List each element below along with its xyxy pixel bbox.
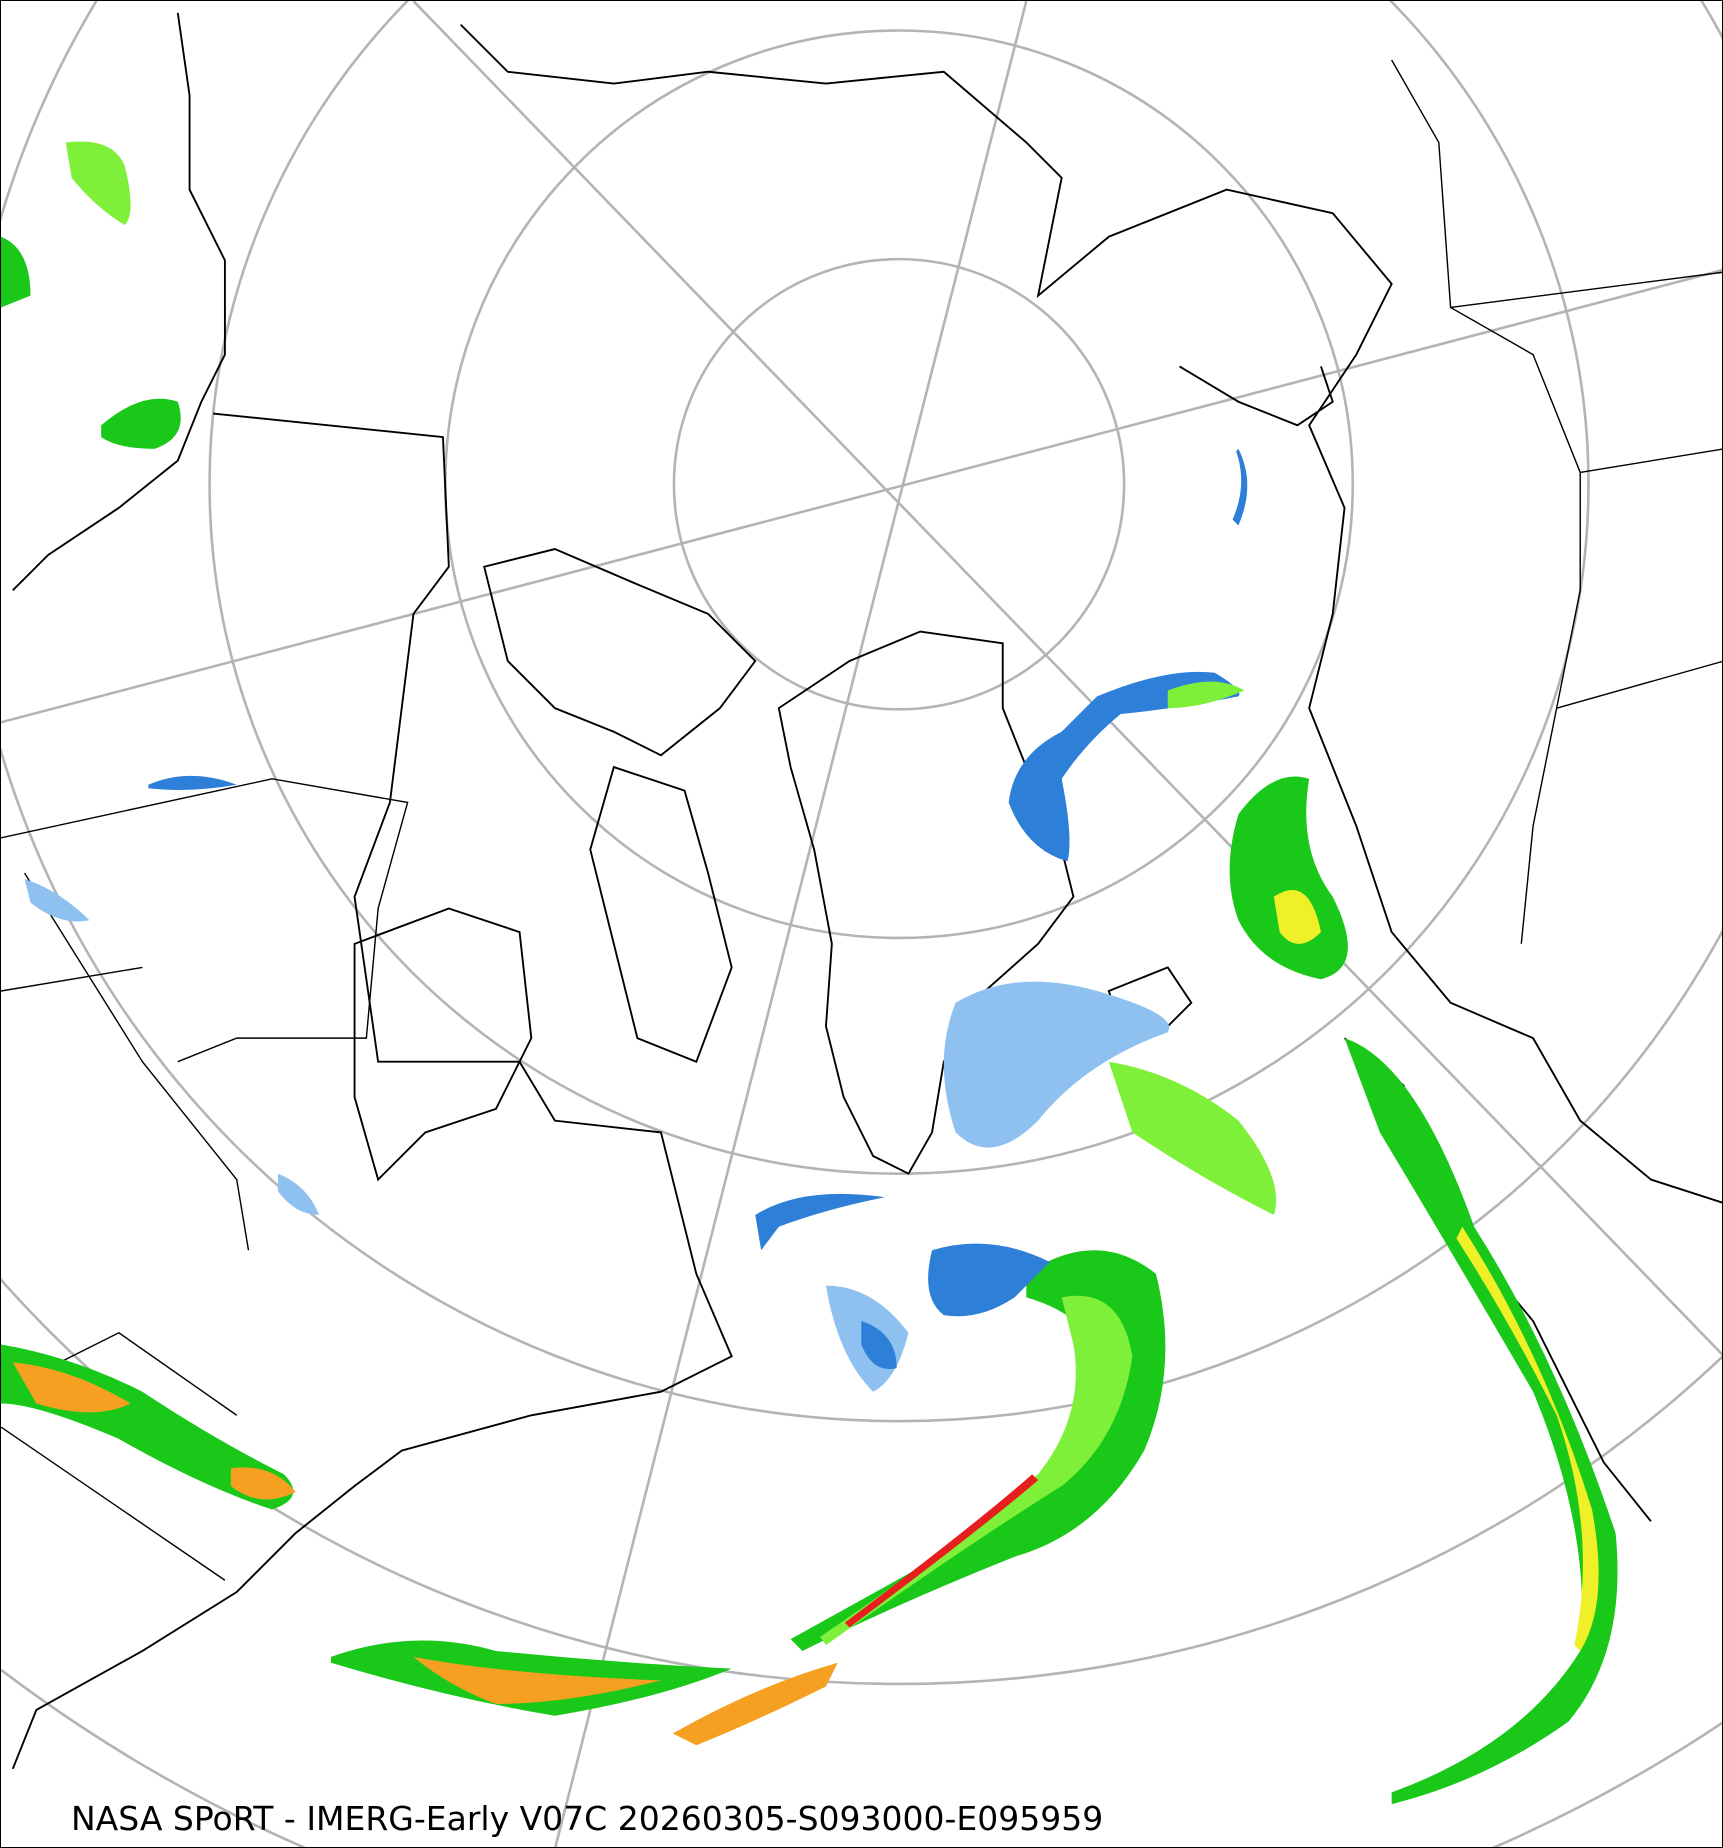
precip-band <box>820 1295 1133 1646</box>
europe-borders <box>1391 59 1722 944</box>
canada-borders <box>1 778 409 1581</box>
precip-cluster <box>65 141 131 225</box>
north-america-coast <box>11 412 733 1770</box>
novaya-zemlya <box>1179 365 1334 427</box>
precip-snow <box>928 1243 1050 1317</box>
greenland-outline <box>777 630 1075 1175</box>
precip-core <box>12 1362 131 1413</box>
precip-snow <box>24 879 90 922</box>
precipitation-layer <box>1 141 1618 1805</box>
latitude-circle <box>672 257 1126 711</box>
precip-band <box>672 1662 838 1746</box>
latitude-circle <box>208 1 1590 1175</box>
precip-cluster <box>1 236 31 308</box>
precip-band <box>1167 681 1245 709</box>
canadian-arctic-islands <box>483 548 757 1063</box>
meridian-line <box>412 1 1722 1357</box>
precip-core <box>413 1656 661 1705</box>
precip-core <box>230 1467 296 1500</box>
latitude-circle <box>444 29 1355 940</box>
precip-core <box>844 1474 1039 1628</box>
precip-snow <box>1232 448 1248 526</box>
latitude-circle <box>1 1277 1722 1685</box>
precip-snow <box>861 1320 897 1370</box>
latitude-circle <box>1 1 1722 1423</box>
precip-cluster <box>101 398 181 449</box>
precip-scattered <box>1108 1061 1277 1215</box>
meridian-line <box>1 268 1722 724</box>
precip-snow <box>943 981 1170 1148</box>
eurasia-coast <box>459 23 1722 1204</box>
precip-snow <box>277 1173 320 1215</box>
precip-snow <box>148 775 237 791</box>
coastlines <box>1 12 1722 1770</box>
precip-snow <box>1008 671 1240 862</box>
map-caption: NASA SPoRT - IMERG-Early V07C 20260305-S… <box>71 1799 1104 1838</box>
hudson-bay <box>353 907 533 1182</box>
meridian-line <box>554 1 1028 1847</box>
alaska-coast <box>12 12 226 591</box>
precip-snow <box>755 1193 885 1251</box>
precip-band <box>1344 1038 1618 1805</box>
latitude-circle <box>1 1668 1722 1847</box>
precip-core <box>1456 1226 1599 1651</box>
precip-core <box>1273 889 1321 944</box>
precip-cluster <box>1229 776 1348 980</box>
